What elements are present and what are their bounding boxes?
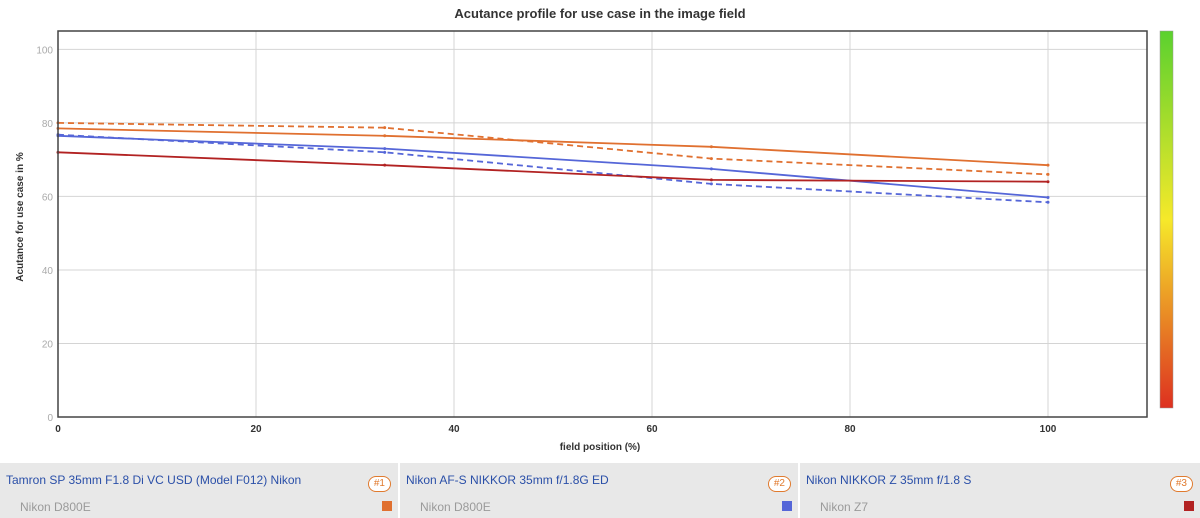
data-point xyxy=(709,178,713,182)
data-point xyxy=(1046,163,1050,167)
series-line-5 xyxy=(57,151,1049,183)
legend-color-swatch xyxy=(382,501,392,511)
y-tick-label: 40 xyxy=(42,266,54,277)
legend-color-swatch xyxy=(782,501,792,511)
series-line-2 xyxy=(57,122,1049,176)
y-tick-label: 60 xyxy=(42,192,54,203)
x-tick-label: 100 xyxy=(1040,424,1057,435)
x-tick-label: 80 xyxy=(844,424,856,435)
legend-camera-name: Nikon Z7 xyxy=(820,500,869,514)
data-point xyxy=(1046,196,1050,200)
plot-frame xyxy=(57,30,1148,418)
data-point xyxy=(709,145,713,149)
color-scale-bar xyxy=(1159,30,1174,409)
legend-camera-name: Nikon D800E xyxy=(420,500,491,514)
legend-lens-name[interactable]: Tamron SP 35mm F1.8 Di VC USD (Model F01… xyxy=(6,473,302,487)
grid-lines xyxy=(57,31,1147,418)
data-point xyxy=(1046,172,1050,176)
data-point xyxy=(709,157,713,161)
legend-camera-name: Nikon D800E xyxy=(20,500,91,514)
data-point xyxy=(709,182,713,186)
x-tick-label: 20 xyxy=(250,424,262,435)
legend-badge: #2 xyxy=(767,476,791,492)
legend-item-2[interactable]: Nikon AF-S NIKKOR 35mm f/1.8G ED #2 Niko… xyxy=(400,463,798,518)
legend-color-swatch xyxy=(1184,501,1194,511)
legend-badge: #3 xyxy=(1169,476,1193,492)
y-tick-label: 100 xyxy=(36,45,53,56)
legend-item-3[interactable]: Nikon NIKKOR Z 35mm f/1.8 S #3 Nikon Z7 xyxy=(800,463,1200,518)
data-point xyxy=(383,147,387,151)
acutance-chart: Acutance profile for use case in the ima… xyxy=(15,6,1174,453)
legend-item-1[interactable]: Tamron SP 35mm F1.8 Di VC USD (Model F01… xyxy=(0,463,398,518)
y-tick-label: 20 xyxy=(42,339,54,350)
data-point xyxy=(709,167,713,171)
lens-legend: Tamron SP 35mm F1.8 Di VC USD (Model F01… xyxy=(0,463,1200,518)
x-axis-label: field position (%) xyxy=(560,442,641,453)
x-tick-labels: 0 20 40 60 80 100 xyxy=(55,424,1057,435)
y-tick-label: 0 xyxy=(47,413,53,424)
chart-title: Acutance profile for use case in the ima… xyxy=(454,6,745,21)
y-axis-label: Acutance for use case in % xyxy=(15,152,26,282)
data-point xyxy=(383,134,387,138)
legend-lens-name[interactable]: Nikon AF-S NIKKOR 35mm f/1.8G ED xyxy=(406,473,609,487)
series-lines xyxy=(56,121,1050,204)
legend-lens-name[interactable]: Nikon NIKKOR Z 35mm f/1.8 S xyxy=(806,473,972,487)
data-point xyxy=(383,126,387,130)
data-point xyxy=(383,150,387,154)
legend-badge: #1 xyxy=(367,476,391,492)
series-line-4 xyxy=(57,133,1049,204)
data-point xyxy=(383,163,387,167)
x-tick-label: 40 xyxy=(448,424,460,435)
series-line-1 xyxy=(57,127,1049,167)
data-point xyxy=(1046,180,1050,184)
y-tick-labels: 0 20 40 60 80 100 xyxy=(36,45,53,424)
series-line-3 xyxy=(57,134,1049,199)
data-point xyxy=(1046,200,1050,204)
y-tick-label: 80 xyxy=(42,119,54,130)
x-tick-label: 60 xyxy=(646,424,658,435)
x-tick-label: 0 xyxy=(55,424,61,435)
